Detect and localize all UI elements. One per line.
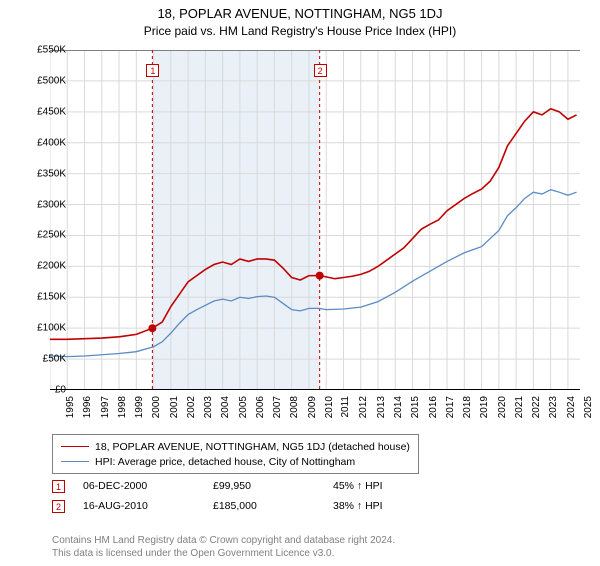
legend-swatch (61, 461, 89, 462)
chart-title: 18, POPLAR AVENUE, NOTTINGHAM, NG5 1DJ (0, 6, 600, 21)
legend: 18, POPLAR AVENUE, NOTTINGHAM, NG5 1DJ (… (52, 434, 419, 474)
x-tick-label: 1995 (65, 396, 76, 418)
x-tick-label: 1997 (99, 396, 110, 418)
copyright-text: Contains HM Land Registry data © Crown c… (52, 535, 395, 560)
legend-item: HPI: Average price, detached house, City… (61, 454, 410, 469)
x-tick-label: 2015 (410, 396, 421, 418)
transaction-row: 1 06-DEC-2000£99,95045% ↑ HPI (52, 476, 383, 496)
x-tick-label: 2025 (583, 396, 594, 418)
x-tick-label: 2021 (514, 396, 525, 418)
legend-label: 18, POPLAR AVENUE, NOTTINGHAM, NG5 1DJ (… (95, 441, 410, 453)
legend-label: HPI: Average price, detached house, City… (95, 456, 355, 468)
chart-svg (50, 50, 580, 390)
y-tick-label: £100K (37, 323, 66, 334)
y-tick-label: £500K (37, 75, 66, 86)
transaction-marker: 2 (52, 500, 65, 513)
x-tick-label: 2019 (479, 396, 490, 418)
x-tick-label: 2011 (340, 396, 351, 418)
y-tick-label: £200K (37, 261, 66, 272)
x-tick-label: 2001 (168, 396, 179, 418)
transactions-table: 1 06-DEC-2000£99,95045% ↑ HPI 2 16-AUG-2010… (52, 476, 383, 516)
x-tick-label: 2004 (220, 396, 231, 418)
y-tick-label: £0 (55, 385, 66, 396)
x-tick-label: 2020 (496, 396, 507, 418)
x-tick-label: 2009 (306, 396, 317, 418)
x-tick-label: 2016 (427, 396, 438, 418)
x-tick-label: 2007 (272, 396, 283, 418)
x-tick-label: 2022 (531, 396, 542, 418)
transaction-row: 2 16-AUG-2010£185,00038% ↑ HPI (52, 496, 383, 516)
legend-item: 18, POPLAR AVENUE, NOTTINGHAM, NG5 1DJ (… (61, 439, 410, 454)
chart-container: 18, POPLAR AVENUE, NOTTINGHAM, NG5 1DJ P… (0, 6, 600, 566)
y-tick-label: £350K (37, 168, 66, 179)
y-tick-label: £300K (37, 199, 66, 210)
transaction-price: £185,000 (213, 500, 333, 512)
transaction-marker: 1 (52, 480, 65, 493)
y-tick-label: £450K (37, 106, 66, 117)
x-tick-label: 2018 (462, 396, 473, 418)
x-tick-label: 1998 (117, 396, 128, 418)
transaction-delta: 38% ↑ HPI (333, 500, 383, 512)
transaction-price: £99,950 (213, 480, 333, 492)
marker-box-1: 1 (146, 64, 159, 77)
x-tick-label: 2005 (237, 396, 248, 418)
y-tick-label: £400K (37, 137, 66, 148)
x-tick-label: 2008 (289, 396, 300, 418)
x-tick-label: 2002 (186, 396, 197, 418)
y-tick-label: £550K (37, 45, 66, 56)
transaction-delta: 45% ↑ HPI (333, 480, 383, 492)
x-tick-label: 2000 (151, 396, 162, 418)
x-tick-label: 2023 (548, 396, 559, 418)
y-tick-label: £50K (43, 354, 66, 365)
y-tick-label: £150K (37, 292, 66, 303)
x-tick-label: 2012 (358, 396, 369, 418)
x-tick-label: 2017 (445, 396, 456, 418)
x-tick-label: 2010 (324, 396, 335, 418)
copyright-line: Contains HM Land Registry data © Crown c… (52, 535, 395, 548)
copyright-line: This data is licensed under the Open Gov… (52, 548, 395, 561)
x-tick-label: 2013 (375, 396, 386, 418)
x-tick-label: 2003 (203, 396, 214, 418)
x-tick-label: 1999 (134, 396, 145, 418)
transaction-date: 06-DEC-2000 (83, 480, 213, 492)
chart-plot-area (50, 50, 580, 390)
marker-box-2: 2 (314, 64, 327, 77)
chart-subtitle: Price paid vs. HM Land Registry's House … (0, 24, 600, 38)
x-tick-label: 2014 (393, 396, 404, 418)
legend-swatch (61, 446, 89, 448)
x-tick-label: 2006 (255, 396, 266, 418)
x-tick-label: 2024 (565, 396, 576, 418)
x-tick-label: 1996 (82, 396, 93, 418)
transaction-date: 16-AUG-2010 (83, 500, 213, 512)
y-tick-label: £250K (37, 230, 66, 241)
